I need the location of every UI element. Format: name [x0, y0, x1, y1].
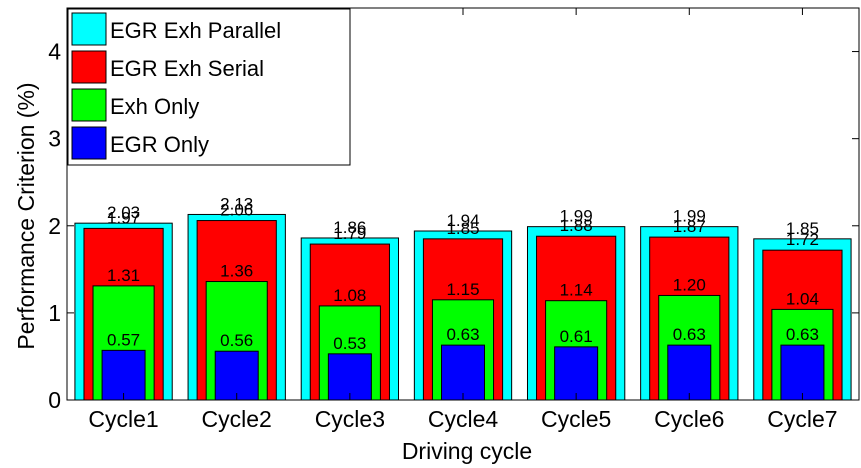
- data-label: 1.72: [786, 230, 819, 249]
- bar-egr-only-cycle7: [780, 344, 825, 401]
- bar-egr-only-cycle4: [441, 344, 485, 401]
- data-label: 1.86: [333, 218, 366, 237]
- data-label: 2.03: [107, 203, 140, 222]
- data-label: 1.97: [107, 208, 140, 227]
- data-label: 1.94: [446, 211, 479, 230]
- x-tick-label: Cycle5: [541, 406, 611, 432]
- data-label: 0.56: [220, 331, 253, 350]
- bar-egr-only-cycle5: [554, 346, 599, 401]
- x-tick-label: Cycle3: [315, 406, 385, 432]
- bar-egr-only-cycle2: [214, 350, 259, 401]
- legend-label: EGR Exh Parallel: [110, 18, 281, 43]
- x-tick-label: Cycle2: [202, 406, 272, 432]
- legend-label: EGR Exh Serial: [110, 56, 264, 81]
- y-tick-label: 3: [48, 126, 61, 152]
- y-tick-label: 0: [48, 387, 61, 413]
- data-label: 1.04: [786, 289, 819, 308]
- x-tick-label: Cycle1: [88, 406, 158, 432]
- data-labels-layer: 2.03 2.13 1.86 1.94 1.99 1.99 1.85 1.97 2.06 1.79…: [107, 194, 819, 352]
- data-label: 1.99: [560, 207, 593, 226]
- data-label: 1.31: [107, 266, 140, 285]
- legend-swatch: [71, 126, 107, 160]
- data-label: 1.20: [673, 275, 706, 294]
- legend: EGR Exh Parallel EGR Exh Serial Exh Only EG…: [67, 8, 351, 166]
- legend-label: Exh Only: [110, 94, 199, 119]
- data-label: 0.53: [333, 334, 366, 353]
- data-label: 1.08: [333, 286, 366, 305]
- data-label: 0.63: [446, 325, 479, 344]
- legend-box: [67, 8, 351, 166]
- y-axis-label: Performance Criterion (%): [13, 82, 39, 349]
- bar-egr-only-cycle3: [327, 353, 372, 401]
- data-label: 0.61: [560, 327, 593, 346]
- data-label: 0.63: [786, 325, 819, 344]
- data-label: 1.99: [673, 207, 706, 226]
- legend-label: EGR Only: [110, 132, 209, 157]
- data-label: 1.15: [446, 280, 479, 299]
- y-tick-label: 4: [48, 39, 61, 65]
- data-label: 1.87: [673, 217, 706, 236]
- legend-swatch: [71, 88, 107, 122]
- x-axis-label: Driving cycle: [402, 438, 532, 464]
- legend-swatch: [71, 12, 107, 46]
- bar-egr-only-cycle6: [667, 344, 712, 401]
- data-label: 2.13: [220, 194, 253, 213]
- x-tick-label: Cycle7: [767, 406, 837, 432]
- bars-layer: [74, 213, 852, 401]
- data-label: 2.06: [220, 201, 253, 220]
- legend-swatch: [71, 50, 107, 84]
- y-tick-label: 2: [48, 213, 61, 239]
- data-label: 1.14: [560, 281, 593, 300]
- data-label: 1.88: [560, 216, 593, 235]
- axes-layer: 0 1 2 3 4 Cycle1 Cycle2 Cycle3 Cycle4 Cycle5 Cycle…: [48, 7, 860, 432]
- data-label: 1.85: [446, 219, 479, 238]
- x-tick-label: Cycle4: [428, 406, 499, 432]
- x-tick-label: Cycle6: [654, 406, 724, 432]
- data-label: 0.63: [673, 325, 706, 344]
- data-label: 1.85: [786, 219, 819, 238]
- data-label: 0.57: [107, 330, 140, 349]
- bar-egr-only-cycle1: [101, 349, 146, 401]
- y-tick-label: 1: [48, 300, 61, 326]
- data-label: 1.79: [333, 224, 366, 243]
- data-label: 1.36: [220, 262, 253, 281]
